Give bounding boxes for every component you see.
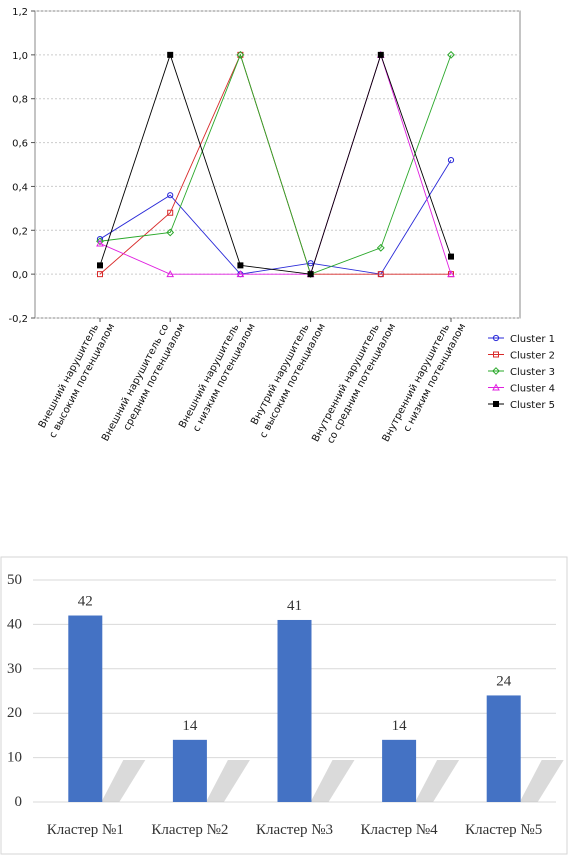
y-tick-label: 50	[7, 572, 22, 588]
point	[97, 271, 103, 278]
legend-marker	[492, 383, 500, 391]
y-tick-label: 10	[7, 750, 22, 766]
x-tick-label: Кластер №4	[361, 822, 439, 838]
bar	[172, 739, 207, 802]
y-tick-label: 40	[7, 616, 22, 632]
point	[167, 209, 174, 216]
series-line	[99, 53, 452, 275]
plot-frame	[34, 10, 521, 319]
x-tick-label: Кластер №2	[151, 822, 228, 838]
y-tick-label: 30	[7, 661, 22, 677]
point	[377, 51, 384, 58]
data-label: 42	[78, 594, 93, 610]
bar	[68, 615, 103, 802]
legend-label: Cluster 5	[510, 400, 555, 411]
y-tick-label: 0,2	[12, 226, 28, 237]
line-chart: -0,2 0,0 0,2 0,4 0,6 0,8 1,0 1,2 Внешний нарушит…	[8, 7, 555, 450]
point	[96, 239, 104, 247]
bar-shadow	[415, 760, 460, 802]
point	[236, 50, 245, 59]
point	[447, 270, 455, 278]
bar-shadow	[519, 760, 564, 802]
point	[237, 262, 244, 269]
y-tick-label: 0,0	[12, 270, 28, 281]
point	[166, 270, 175, 278]
bar	[486, 695, 521, 802]
x-tick-label: Кластер №3	[256, 822, 333, 838]
x-tick-label: Внешний нарушительс высоким потенциалом	[35, 315, 117, 440]
point	[447, 157, 455, 164]
point	[447, 50, 455, 59]
legend-label: Cluster 1	[510, 334, 555, 345]
bar	[277, 619, 312, 802]
legend-marker	[492, 334, 500, 342]
y-tick-label: 0,8	[12, 95, 28, 106]
bar-shadow	[310, 760, 355, 802]
point	[166, 228, 175, 237]
series-line	[99, 53, 452, 275]
x-tick-label: Кластер №1	[47, 822, 124, 838]
legend-label: Cluster 2	[510, 351, 555, 362]
data-label: 24	[496, 673, 512, 689]
chart-frame	[0, 556, 568, 855]
point	[167, 192, 174, 199]
legend-label: Cluster 4	[510, 384, 555, 395]
legend-marker	[492, 367, 500, 375]
y-tick-label: 1,0	[12, 51, 28, 62]
y-tick-label: 20	[7, 705, 22, 721]
point	[96, 237, 104, 246]
y-tick-label: -0,2	[8, 314, 28, 325]
x-tick-label: Внешний нарушительс низким потенциалом	[177, 315, 257, 436]
point	[97, 262, 103, 269]
legend-marker	[493, 401, 499, 407]
point	[377, 271, 384, 278]
x-tick-label: Кластер №5	[465, 822, 542, 838]
data-label: 41	[287, 598, 302, 614]
legend-marker	[493, 351, 499, 358]
point	[307, 260, 314, 267]
x-tick-label: Внешний нарушитель сосредним потенциалом	[100, 315, 187, 450]
legend-label: Cluster 3	[510, 367, 555, 378]
x-tick-label: Внутренний нарушительс низким потенциало…	[381, 315, 469, 450]
series-line	[99, 159, 452, 275]
point	[448, 253, 454, 260]
series-line	[99, 53, 452, 275]
point	[167, 51, 174, 58]
point	[376, 243, 385, 252]
y-tick-label: 0	[15, 794, 23, 810]
point	[236, 270, 245, 278]
point	[96, 235, 104, 243]
data-label: 14	[392, 718, 408, 734]
y-tick-label: 0,4	[12, 182, 28, 193]
x-tick-label: Внутрий нарушительс высоким потенциалом	[246, 315, 328, 440]
data-label: 14	[182, 718, 198, 734]
bar	[382, 739, 417, 802]
bar-shadow	[205, 760, 250, 802]
bar-shadow	[101, 760, 146, 802]
y-tick-label: 0,6	[12, 139, 28, 150]
bar-chart: 0 10 20 30 40 50 42 Кластер №1 14 Кластер №2 41 Кла…	[7, 572, 564, 838]
point	[307, 271, 314, 278]
y-tick-label: 1,2	[12, 7, 28, 18]
